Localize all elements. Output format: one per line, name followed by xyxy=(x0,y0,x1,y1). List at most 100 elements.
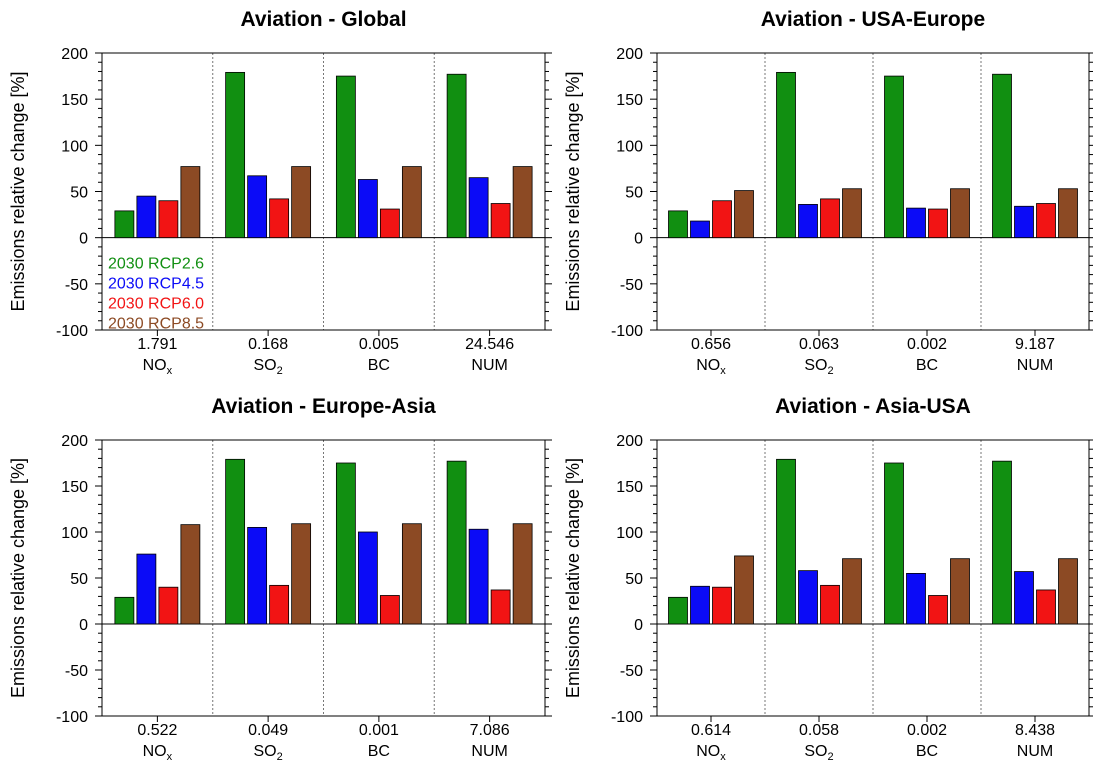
category-value-label: 24.546 xyxy=(465,336,514,353)
y-tick-label: 0 xyxy=(79,231,88,248)
y-tick-label: 0 xyxy=(634,617,643,634)
y-tick-label: 100 xyxy=(61,525,88,542)
category-label: SO2 xyxy=(254,357,283,377)
bar xyxy=(291,166,312,239)
bar xyxy=(490,589,511,625)
bar xyxy=(734,555,754,625)
y-tick-label: 200 xyxy=(616,433,643,450)
category-label: BC xyxy=(916,357,938,374)
bar xyxy=(225,71,246,239)
y-tick-label: -50 xyxy=(65,277,88,294)
bar xyxy=(468,528,489,625)
bar xyxy=(446,460,467,625)
y-axis-label: Emissions relative change [%] xyxy=(563,71,583,311)
bar xyxy=(158,200,179,239)
bar xyxy=(1036,203,1056,239)
bar xyxy=(928,208,948,239)
bar xyxy=(225,458,246,625)
category-label: NOx xyxy=(143,357,173,377)
bar xyxy=(335,75,356,239)
y-tick-label: 100 xyxy=(616,525,643,542)
chart-panel-1: Aviation - Global Emissions relative chan… xyxy=(8,8,552,377)
bar xyxy=(712,200,732,239)
category-label: BC xyxy=(368,357,390,374)
bar xyxy=(269,198,290,239)
bar xyxy=(247,175,268,239)
y-tick-label: 200 xyxy=(61,433,88,450)
category-value-label: 0.168 xyxy=(248,336,288,353)
category-label: NOx xyxy=(696,357,726,377)
bar xyxy=(1014,205,1034,239)
bar xyxy=(180,166,201,239)
y-tick-label: 0 xyxy=(634,231,643,248)
bar xyxy=(180,524,201,625)
bar xyxy=(291,523,312,625)
bar xyxy=(906,207,926,239)
y-axis-label: Emissions relative change [%] xyxy=(8,71,28,311)
y-tick-label: 50 xyxy=(625,571,643,588)
y-tick-label: 100 xyxy=(61,138,88,155)
category-label: NUM xyxy=(471,743,507,760)
bar xyxy=(734,190,754,239)
y-tick-label: 50 xyxy=(70,185,88,202)
chart-panel-4: Aviation - Asia-USA Emissions relative ch… xyxy=(563,395,1093,762)
bar xyxy=(136,195,157,239)
bar xyxy=(776,71,796,239)
category-label: BC xyxy=(368,743,390,760)
y-tick-label: 200 xyxy=(616,46,643,63)
bar xyxy=(712,586,732,625)
y-tick-label: -50 xyxy=(620,277,643,294)
category-value-label: 0.063 xyxy=(799,336,839,353)
category-value-label: 0.656 xyxy=(691,336,731,353)
chart-panel-3: Aviation - Europe-Asia Emissions relative… xyxy=(8,395,552,762)
bar xyxy=(379,595,400,625)
chart-title: Aviation - USA-Europe xyxy=(761,8,985,31)
category-label: SO2 xyxy=(804,743,833,762)
chart-title: Aviation - Asia-USA xyxy=(775,395,971,418)
bar xyxy=(1014,571,1034,625)
y-tick-label: 100 xyxy=(616,138,643,155)
y-tick-label: 50 xyxy=(70,571,88,588)
bar xyxy=(928,595,948,625)
y-tick-label: 0 xyxy=(79,617,88,634)
bar xyxy=(690,585,710,625)
bar xyxy=(114,210,135,239)
bar xyxy=(820,198,840,239)
category-value-label: 0.001 xyxy=(359,722,399,739)
bar xyxy=(357,179,378,239)
legend-entry: 2030 RCP8.5 xyxy=(108,316,204,333)
bar xyxy=(992,73,1012,239)
category-value-label: 0.058 xyxy=(799,722,839,739)
bar xyxy=(884,462,904,625)
category-value-label: 8.438 xyxy=(1015,722,1055,739)
bar xyxy=(906,573,926,625)
y-tick-label: 200 xyxy=(61,46,88,63)
bar xyxy=(668,596,688,625)
bar xyxy=(1058,188,1078,239)
category-label: SO2 xyxy=(254,743,283,762)
chart-title: Aviation - Global xyxy=(240,8,406,31)
category-value-label: 7.086 xyxy=(470,722,510,739)
chart-panel-2: Aviation - USA-Europe Emissions relative … xyxy=(563,8,1093,377)
y-tick-label: -100 xyxy=(611,709,643,726)
bar xyxy=(269,584,290,625)
category-label: NUM xyxy=(1017,743,1053,760)
category-value-label: 0.002 xyxy=(907,336,947,353)
bar xyxy=(512,523,533,625)
bar xyxy=(992,460,1012,625)
category-value-label: 0.049 xyxy=(248,722,288,739)
legend-entry: 2030 RCP2.6 xyxy=(108,256,204,273)
category-value-label: 9.187 xyxy=(1015,336,1055,353)
category-label: NOx xyxy=(696,743,726,762)
y-tick-label: -100 xyxy=(56,323,88,340)
bar xyxy=(379,208,400,239)
category-value-label: 0.005 xyxy=(359,336,399,353)
category-value-label: 0.614 xyxy=(691,722,731,739)
y-axis-label: Emissions relative change [%] xyxy=(563,458,583,698)
y-tick-label: 50 xyxy=(625,185,643,202)
category-label: NUM xyxy=(471,357,507,374)
y-tick-label: 150 xyxy=(616,92,643,109)
y-tick-label: 150 xyxy=(616,479,643,496)
bar xyxy=(1036,589,1056,625)
